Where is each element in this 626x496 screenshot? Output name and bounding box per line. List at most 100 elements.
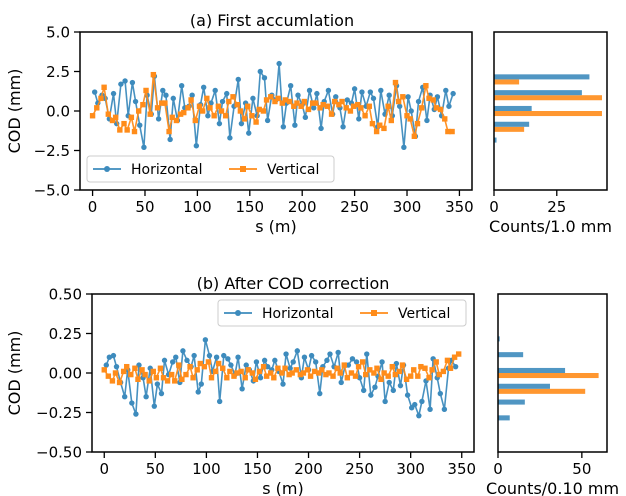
data-point [442, 116, 448, 122]
data-point [389, 363, 395, 370]
data-point [194, 367, 200, 373]
data-point [129, 400, 135, 406]
data-point [103, 362, 109, 368]
data-point [176, 362, 182, 368]
data-point [101, 84, 107, 90]
histogram [498, 336, 599, 421]
data-point [163, 92, 169, 98]
data-point [279, 100, 285, 106]
data-point [343, 105, 349, 111]
data-point [185, 105, 191, 111]
data-point [363, 371, 369, 378]
data-point [192, 117, 198, 124]
histogram-frame [497, 293, 608, 453]
legend-label: Horizontal [131, 162, 202, 178]
data-point [282, 365, 288, 371]
data-point [264, 363, 271, 370]
histogram-x-tick-label: 0 [489, 198, 499, 216]
data-point [443, 87, 449, 94]
data-point [334, 365, 340, 371]
data-point [202, 337, 209, 343]
data-point [360, 387, 367, 394]
data-point [300, 370, 307, 376]
data-point [198, 381, 204, 387]
data-point [91, 89, 98, 95]
data-point [356, 375, 363, 381]
data-point [286, 98, 293, 105]
data-point [339, 98, 345, 105]
data-point [386, 92, 392, 98]
histogram-bar-vertical [498, 373, 599, 379]
data-point [423, 83, 429, 89]
data-point [347, 108, 354, 114]
legend-marker [235, 310, 241, 316]
data-point [249, 370, 256, 376]
data-point [328, 111, 335, 117]
data-point [222, 113, 229, 119]
data-point [160, 375, 167, 381]
data-point [385, 373, 391, 379]
histogram-bar-vertical [494, 79, 520, 85]
x-tick-label: 50 [146, 460, 165, 478]
data-point [234, 370, 240, 376]
data-point [426, 375, 432, 381]
data-point [246, 130, 252, 136]
data-point [159, 100, 165, 106]
data-point [355, 363, 362, 370]
data-point [242, 375, 248, 381]
data-point [169, 114, 175, 121]
data-point [411, 133, 418, 139]
data-point [201, 363, 208, 370]
data-point [289, 370, 295, 376]
legend-marker [371, 310, 377, 316]
data-point [105, 373, 112, 379]
vertical-series [101, 351, 462, 386]
data-point [352, 373, 359, 379]
data-point [415, 98, 422, 105]
data-point [344, 97, 350, 103]
data-point [377, 122, 383, 128]
data-point [324, 103, 331, 109]
data-point [348, 370, 355, 376]
data-point [187, 363, 193, 370]
data-point [316, 370, 322, 376]
data-point [189, 92, 195, 98]
data-point [109, 378, 116, 384]
data-point [238, 120, 245, 127]
data-point [327, 351, 333, 357]
data-point [294, 348, 300, 354]
data-point [153, 375, 160, 381]
data-point [263, 97, 270, 103]
data-point [143, 87, 149, 94]
data-point [253, 119, 259, 125]
data-point [215, 360, 222, 367]
data-point [290, 359, 296, 365]
data-point [162, 100, 168, 106]
data-point [98, 95, 104, 102]
vertical-series [89, 71, 455, 139]
data-point [311, 105, 317, 111]
data-point [164, 378, 171, 384]
data-point [181, 109, 187, 116]
data-point [151, 403, 158, 409]
data-point [143, 394, 149, 400]
data-point [392, 79, 399, 86]
data-point [160, 87, 166, 94]
data-point [220, 365, 226, 371]
y-tick-label: 0.0 [46, 103, 70, 121]
data-point [218, 108, 225, 114]
data-point [132, 98, 139, 105]
data-point [451, 354, 458, 360]
data-point [313, 100, 319, 106]
data-point [437, 390, 443, 397]
data-point [193, 143, 200, 149]
data-point [200, 84, 207, 91]
legend: Horizontal Vertical [86, 155, 335, 183]
data-point [112, 114, 119, 121]
legend-label: Vertical [398, 306, 450, 322]
x-tick-label: 350 [445, 198, 474, 216]
data-point [418, 363, 424, 370]
data-point [226, 98, 232, 105]
data-point [333, 94, 339, 100]
